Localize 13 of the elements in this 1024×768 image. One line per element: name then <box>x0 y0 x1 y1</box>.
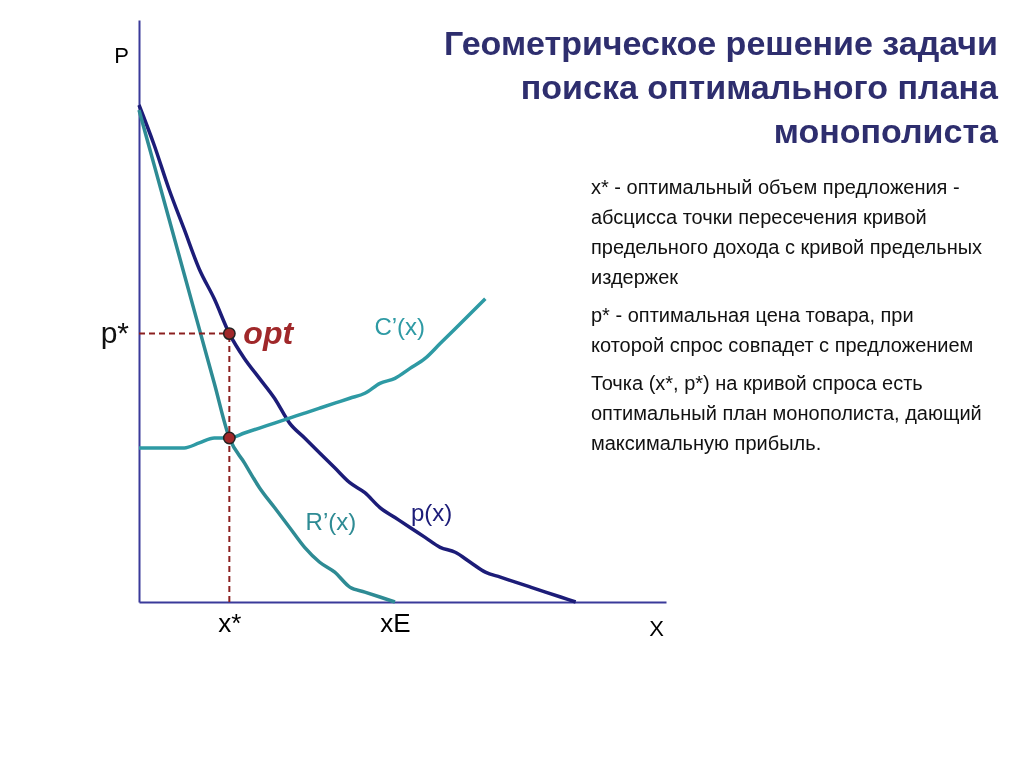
annotation: x* - оптимальный объем предложения - абсцисса точки пересечения кривой предельного дохода с кривой предельных издержек <box>591 176 983 288</box>
x-axis-title: X <box>649 615 665 641</box>
series-label: C’(x) <box>374 313 426 341</box>
series-label: p* <box>100 315 130 349</box>
series-label: p(x) <box>410 498 453 526</box>
y-axis-title: P <box>114 42 129 68</box>
chart-title: Геометрическое решение задачи поиска оптимального плана монополиста <box>444 24 1000 150</box>
annotation: p* - оптимальная цена товара, при которой спрос совпадет с предложением <box>591 304 974 356</box>
x-tick-label: x* <box>218 607 242 638</box>
series-label: R’(x) <box>305 508 357 536</box>
annotation: opt <box>243 314 295 351</box>
x-tick-label: xE <box>380 607 411 638</box>
annotation: Точка (x*, p*) на кривой спроса есть оптимальный план монополиста, дающий максимальную прибыль. <box>591 372 982 454</box>
